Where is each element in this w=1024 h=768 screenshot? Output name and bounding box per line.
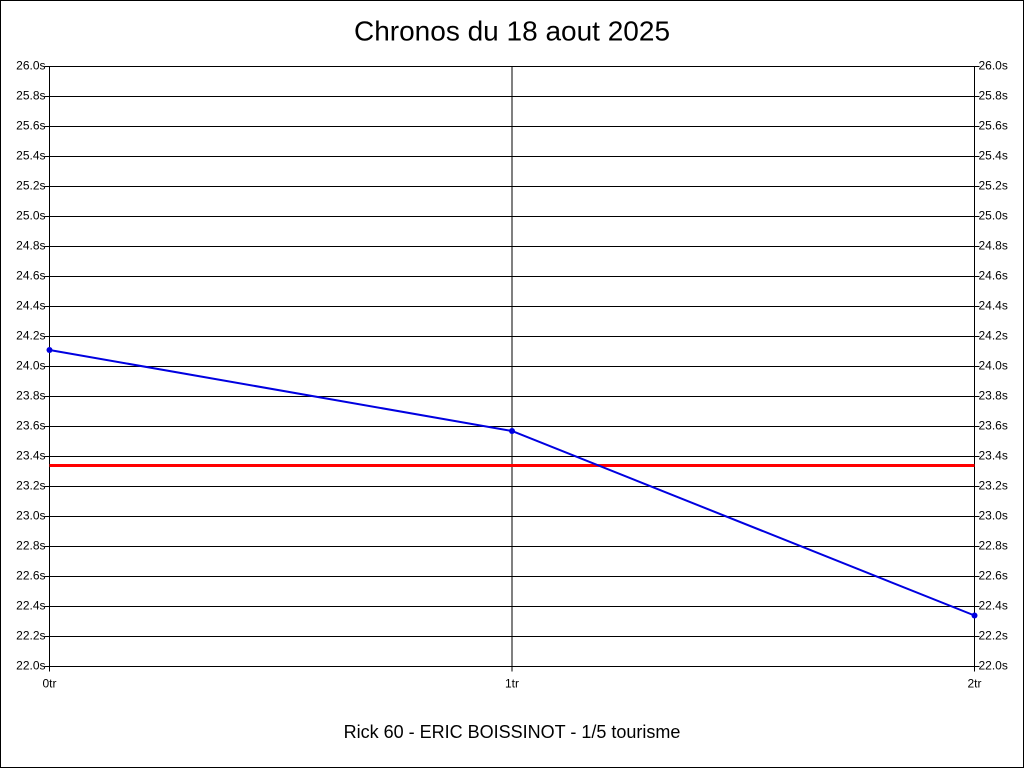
x-tick-label: 0tr [42,677,56,691]
y-tick-label: 23.6s [16,419,45,433]
data-point [509,428,515,434]
y2-tick-label: 24.4s [979,299,1008,313]
y2-tick-label: 22.4s [979,599,1008,613]
y-tick-label: 22.0s [16,659,45,673]
y2-tick-label: 24.0s [979,359,1008,373]
y2-tick-label: 23.8s [979,389,1008,403]
y2-tick-label: 22.6s [979,569,1008,583]
y2-tick-label: 24.8s [979,239,1008,253]
chart-title: Chronos du 18 aout 2025 [354,15,670,46]
y-tick-label: 25.0s [16,209,45,223]
y-tick-label: 24.2s [16,329,45,343]
y2-tick-label: 25.4s [979,149,1008,163]
data-point [971,612,978,619]
x-tick-label: 2tr [967,677,981,691]
y-tick-label: 23.8s [16,389,45,403]
y-tick-label: 23.4s [16,449,45,463]
y2-tick-label: 22.0s [979,659,1008,673]
y-tick-label: 22.4s [16,599,45,613]
y2-tick-label: 24.2s [979,329,1008,343]
y2-tick-label: 22.8s [979,539,1008,553]
data-point [46,347,53,353]
y-tick-label: 24.4s [16,299,45,313]
chart-subtitle: Rick 60 - ERIC BOISSINOT - 1/5 tourisme [344,722,681,742]
y2-tick-label: 25.0s [979,209,1008,223]
y-tick-label: 24.6s [16,269,45,283]
y-tick-label: 23.0s [16,509,45,523]
y-tick-label: 22.6s [16,569,45,583]
y2-tick-label: 26.0s [979,59,1008,73]
y2-tick-label: 25.8s [979,89,1008,103]
y-tick-label: 25.8s [16,89,45,103]
y2-tick-label: 22.2s [979,629,1008,643]
y-tick-label: 25.4s [16,149,45,163]
y2-tick-label: 25.6s [979,119,1008,133]
y2-tick-label: 23.0s [979,509,1008,523]
y-tick-label: 23.2s [16,479,45,493]
y-tick-label: 24.0s [16,359,45,373]
y2-tick-label: 23.2s [979,479,1008,493]
y-tick-label: 25.6s [16,119,45,133]
y2-tick-label: 24.6s [979,269,1008,283]
y-tick-label: 26.0s [16,59,45,73]
y2-tick-label: 23.4s [979,449,1008,463]
y-tick-label: 22.8s [16,539,45,553]
x-tick-label: 1tr [505,677,519,691]
y-tick-label: 25.2s [16,179,45,193]
y-tick-label: 24.8s [16,239,45,253]
y2-tick-label: 25.2s [979,179,1008,193]
y-tick-label: 22.2s [16,629,45,643]
y2-tick-label: 23.6s [979,419,1008,433]
